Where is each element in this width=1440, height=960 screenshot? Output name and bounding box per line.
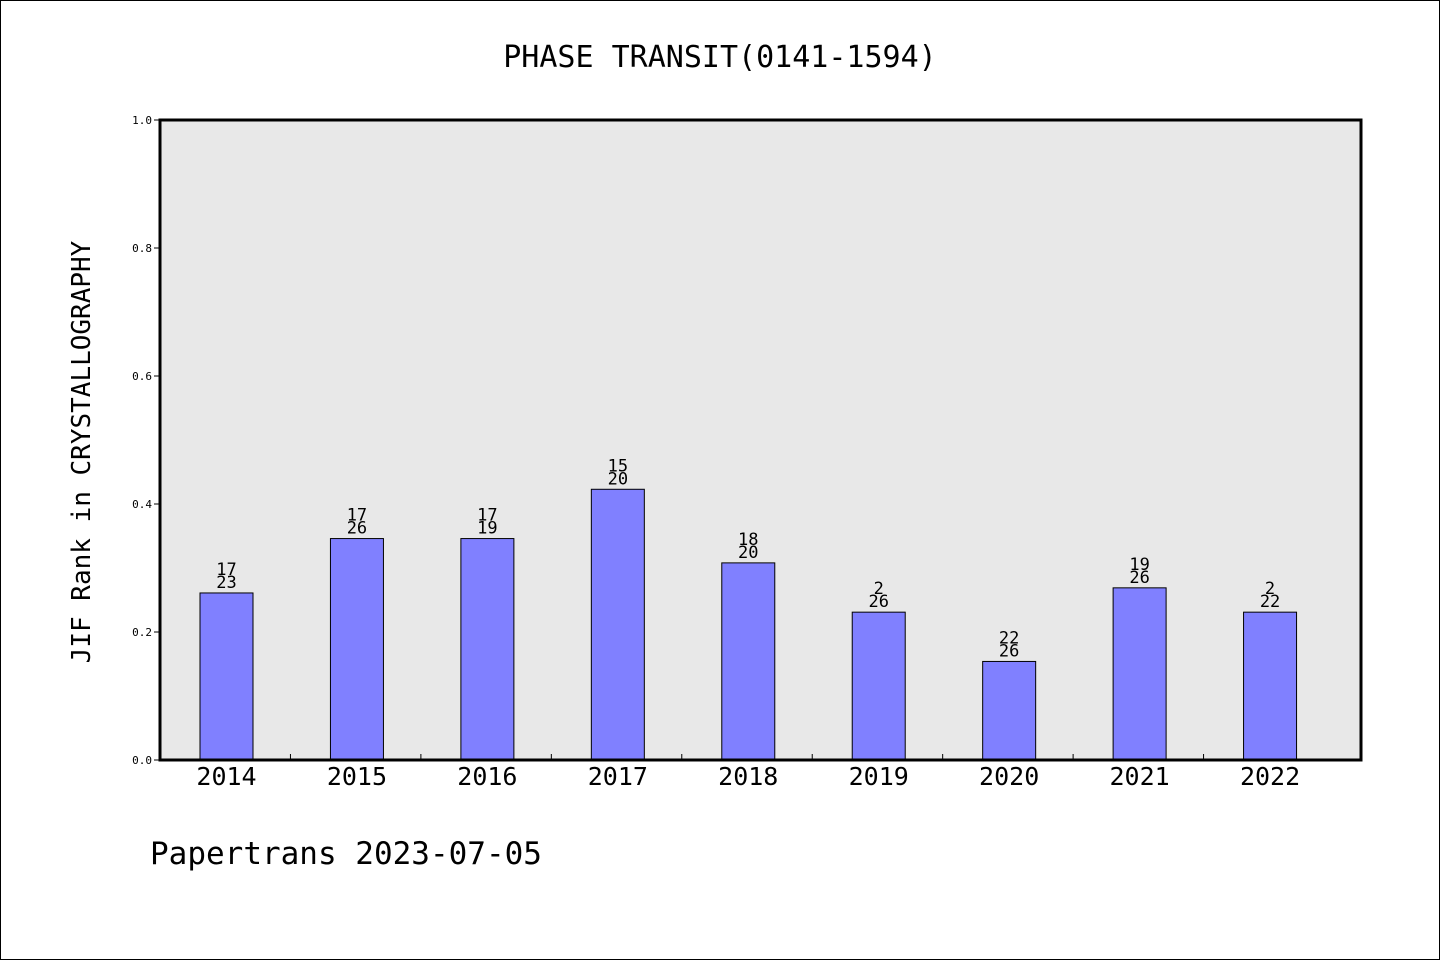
x-tick-label: 2016 [457,762,517,791]
footer-text: Papertrans 2023-07-05 [150,836,542,872]
x-tick-label: 2015 [327,762,387,791]
bar-total-label: 23 [216,573,236,593]
bar-rank-label: 2 [874,579,884,599]
bar-total-label: 26 [1129,568,1149,588]
bar-2019 [851,611,906,761]
x-axis-ticks: 2014 2015 2016 2017 2018 2019 2020 2021 2022 [196,754,1300,791]
bar-total-label: 26 [999,641,1019,661]
bar-2016 [460,538,515,761]
bar-rank-label: 22 [999,628,1019,648]
x-tick-label: 2020 [979,762,1039,791]
bar-2022 [1243,611,1298,761]
bar-total-label: 19 [477,519,497,539]
bar-2021 [1112,587,1167,761]
y-axis-ticks: 0.0 0.2 0.4 0.6 0.8 1.0 [132,114,160,767]
bar-rank-label: 17 [216,560,236,580]
bar-2017 [590,488,645,761]
bar-rank-label: 19 [1129,555,1149,575]
bar-total-label: 26 [868,592,888,612]
bar-total-label: 26 [347,519,367,539]
x-tick-label: 2019 [849,762,909,791]
y-tick-label: 0.0 [132,754,152,767]
x-tick-label: 2022 [1240,762,1300,791]
bar-2014 [199,592,254,761]
bar-total-label: 20 [608,469,628,489]
bar-2015 [329,538,384,761]
y-tick-label: 0.6 [132,370,152,383]
x-tick-label: 2014 [196,762,256,791]
y-axis-label: JIF Rank in CRYSTALLOGRAPHY [67,240,97,663]
x-tick-label: 2017 [588,762,648,791]
bar-total-label: 20 [738,543,758,563]
y-tick-label: 0.4 [132,498,152,511]
bar-rank-label: 18 [738,530,758,550]
bars [199,488,1298,761]
bar-total-label: 22 [1260,592,1280,612]
bar-2018 [721,562,776,761]
bar-rank-label: 15 [608,456,628,476]
x-tick-label: 2018 [718,762,778,791]
bar-2020 [982,660,1037,761]
x-tick-label: 2021 [1110,762,1170,791]
y-tick-label: 0.2 [132,626,152,639]
bar-rank-label: 2 [1265,579,1275,599]
bar-rank-label: 17 [347,506,367,526]
y-tick-label: 0.8 [132,242,152,255]
y-tick-label: 1.0 [132,114,152,127]
chart-title: PHASE TRANSIT(0141-1594) [503,40,936,75]
bar-rank-label: 17 [477,506,497,526]
plot-border [158,118,1363,762]
